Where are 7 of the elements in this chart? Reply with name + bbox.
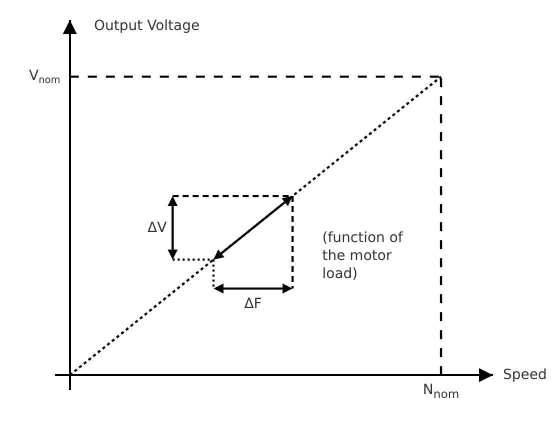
annotation: ΔV — [148, 218, 167, 237]
y-axis-title: Output Voltage — [94, 18, 200, 34]
ref-line-label: V$_{nom}$ — [29, 68, 60, 86]
x-axis-title: Speed — [503, 367, 547, 383]
text: N$_{nom}$ — [422, 381, 460, 403]
annotation: ΔF — [244, 294, 262, 313]
annotation: (function of the motor load) — [322, 228, 403, 283]
